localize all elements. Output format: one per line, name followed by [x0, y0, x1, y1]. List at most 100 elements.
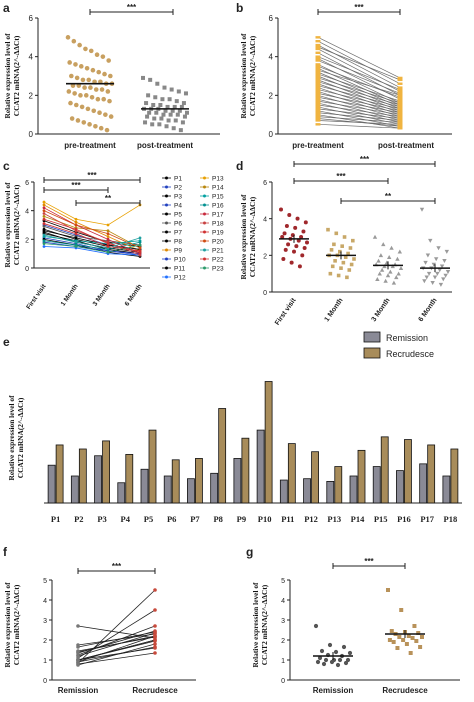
data-point-P9: [106, 235, 110, 238]
x-category-label: P14: [351, 514, 365, 524]
data-point-pre-treatment: [315, 117, 321, 120]
legend-label: P15: [212, 194, 224, 201]
data-point-first-visit: [280, 235, 285, 239]
panel-label-b: b: [236, 1, 243, 15]
legend-marker: [203, 230, 206, 234]
bar-remission-P3: [94, 455, 102, 504]
data-point-recrudesce: [406, 634, 411, 638]
data-point-remission: [313, 623, 319, 629]
data-point-1-month: [333, 259, 337, 263]
ylabel-line: Relative expression level of: [3, 182, 12, 268]
y-tick-label: 0: [25, 266, 29, 273]
data-point-6-month: [433, 257, 439, 262]
series-line-P23: [43, 243, 141, 253]
bar-recrudesce-P12: [311, 451, 319, 504]
data-point-pre-treatment: [69, 73, 74, 79]
data-point-3-month: [381, 242, 386, 247]
data-point-pre-treatment: [315, 45, 321, 49]
data-point-remission: [327, 642, 333, 648]
ylabel-line: CCAT2 mRNA(2^-ΔΔCt): [260, 584, 269, 665]
panel-label-c: c: [3, 159, 10, 173]
data-point-pre-treatment: [101, 96, 106, 102]
data-point-recrudesce: [418, 645, 423, 649]
data-point-1-month: [341, 260, 346, 265]
data-point-pre-treatment: [96, 69, 102, 75]
legend-label: P1: [174, 176, 182, 183]
data-point-recrudesce: [397, 635, 402, 639]
data-point-pre-treatment: [90, 67, 96, 73]
ylabel-line: CCAT2 mRNA(2^-ΔΔCt): [12, 35, 21, 116]
legend-label: P20: [212, 239, 224, 246]
y-tick-label: 2: [263, 253, 267, 260]
series-line-P21: [43, 234, 141, 249]
data-point-3-month: [372, 234, 378, 239]
data-point-post-treatment: [170, 108, 175, 113]
x-category-label: Remission: [58, 686, 99, 695]
paired-line: [77, 589, 156, 664]
data-point-recrudesce: [153, 588, 157, 592]
data-point-pre-treatment: [72, 91, 77, 96]
data-point-recrudesce: [153, 638, 157, 642]
legend-marker: [203, 266, 206, 270]
data-point-recrudesce: [153, 642, 157, 646]
data-point-pre-treatment: [91, 108, 97, 114]
data-point-pre-treatment: [66, 89, 72, 94]
data-point-post-treatment: [165, 104, 170, 109]
bar-remission-P7: [187, 478, 195, 504]
y-axis-title: Relative expression level ofCCAT2 mRNA(2…: [251, 582, 269, 668]
y-tick-label: 4: [281, 598, 285, 605]
bar-remission-P14: [349, 475, 358, 504]
paired-line: [77, 635, 156, 663]
data-point-post-treatment: [397, 99, 403, 103]
y-tick-label: 5: [281, 578, 285, 585]
y-tick-label: 0: [29, 130, 34, 139]
x-category-label: post-treatment: [137, 141, 193, 150]
series-line-P12: [43, 246, 141, 256]
data-point-pre-treatment: [108, 73, 113, 79]
data-point-first-visit: [283, 247, 288, 252]
legend-swatch: [363, 347, 381, 359]
significance-bracket-label: ***: [71, 181, 81, 190]
legend-label: Recrudesce: [386, 349, 434, 359]
data-point-pre-treatment: [315, 109, 321, 112]
data-point-pre-treatment: [315, 99, 321, 103]
legend-marker: [165, 239, 168, 243]
data-point-pre-treatment: [315, 119, 321, 122]
x-category-label: post-treatment: [378, 141, 434, 150]
series-line-P16: [43, 240, 141, 250]
legend: P1 P2 P3 P4 P5 P6 P7 P8 P9 P10 P11 P12 P13 P14 P15 P16 P…: [162, 176, 224, 282]
data-point-3-month: [397, 249, 403, 254]
y-tick-label: 0: [43, 678, 47, 685]
data-point-pre-treatment: [315, 88, 321, 91]
data-point-1-month: [352, 257, 356, 261]
data-point-first-visit: [301, 229, 306, 234]
data-point-3-month: [388, 269, 393, 274]
x-category-label: P7: [190, 514, 200, 524]
paired-line: [77, 630, 156, 654]
ylabel-line: Relative expression level of: [7, 395, 16, 481]
x-category-label: P11: [281, 514, 294, 524]
data-point-pre-treatment: [315, 80, 321, 83]
y-tick-label: 0: [269, 130, 274, 139]
legend-marker: [203, 239, 206, 243]
x-category-label: P2: [74, 514, 83, 524]
data-point-remission: [319, 648, 325, 654]
data-point-6-month: [432, 275, 438, 280]
legend-marker: [203, 257, 206, 261]
x-category-label: P1: [51, 514, 60, 524]
data-point-first-visit: [294, 244, 299, 249]
paired-line: [317, 114, 401, 129]
data-point-recrudesce: [153, 624, 157, 628]
data-point-pre-treatment: [79, 104, 85, 110]
data-point-P9: [74, 220, 78, 224]
paired-line: [317, 73, 401, 102]
data-point-1-month: [342, 235, 347, 239]
data-point-post-treatment: [159, 116, 164, 121]
data-point-3-month: [396, 271, 401, 276]
data-point-1-month: [349, 262, 354, 267]
x-category-label: P13: [327, 514, 341, 524]
data-point-pre-treatment: [69, 116, 75, 121]
series-line-P11: [43, 230, 141, 250]
data-point-6-month: [439, 264, 445, 269]
data-point-post-treatment: [397, 86, 403, 89]
